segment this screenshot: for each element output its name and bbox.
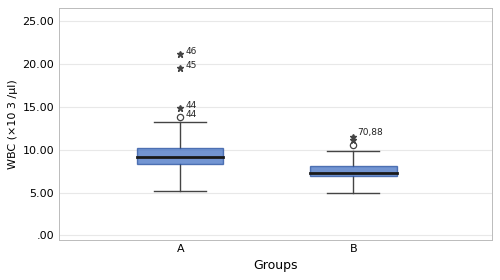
Text: 44: 44 [186, 110, 197, 119]
Bar [137, 148, 224, 164]
Text: 70,88: 70,88 [358, 129, 383, 137]
Text: 44: 44 [186, 101, 197, 110]
Text: 45: 45 [186, 61, 197, 70]
X-axis label: Groups: Groups [253, 259, 298, 272]
Text: 46: 46 [186, 47, 197, 56]
Bar [310, 166, 396, 176]
Y-axis label: WBC (×10 3 /µl): WBC (×10 3 /µl) [8, 79, 18, 169]
